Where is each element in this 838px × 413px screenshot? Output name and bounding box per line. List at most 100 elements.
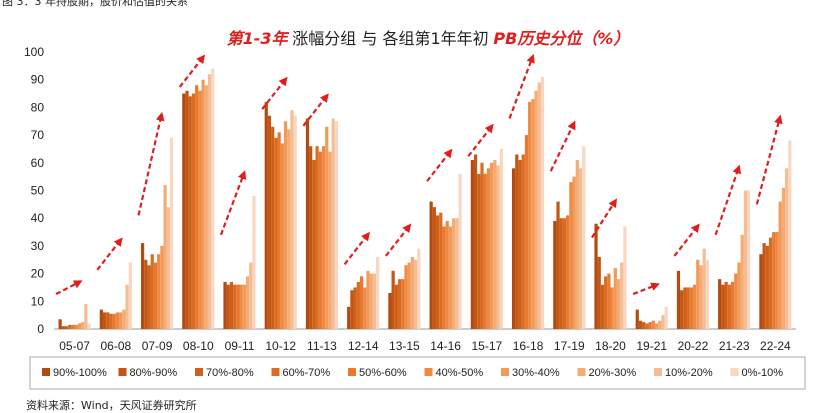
bar	[280, 143, 284, 329]
bar	[334, 121, 339, 329]
bar	[686, 287, 690, 329]
legend-label: 70%-80%	[206, 367, 254, 379]
bar	[388, 292, 392, 329]
bar	[724, 281, 728, 329]
legend-label: 40%-50%	[436, 367, 484, 379]
y-tick-label: 100	[24, 45, 44, 59]
x-tick-label: 08-10	[183, 339, 214, 353]
bar	[68, 324, 72, 329]
bar	[391, 270, 395, 329]
x-tick-label: 20-22	[678, 339, 709, 353]
trend-arrow	[302, 93, 329, 127]
x-tick-label: 22-24	[760, 339, 791, 353]
bar	[128, 262, 132, 329]
legend-label: 80%-90%	[130, 367, 178, 379]
bar	[762, 243, 766, 329]
bar	[122, 309, 126, 329]
bar	[150, 254, 154, 329]
bar	[607, 273, 611, 329]
bar	[401, 279, 405, 329]
trend-arrow	[714, 164, 742, 236]
trend-arrow	[426, 148, 453, 182]
bar	[394, 284, 398, 329]
x-tick-label: 11-13	[307, 339, 337, 353]
legend: 90%-100% 80%-90% 70%-80% 60%-70% 50%-60% 40%-…	[42, 367, 783, 379]
bar	[705, 259, 710, 329]
bar	[778, 201, 782, 329]
bar	[718, 279, 722, 329]
bar	[578, 168, 583, 329]
bar	[414, 259, 418, 329]
legend-swatch	[195, 368, 203, 376]
bar	[648, 322, 652, 329]
trend-arrow	[137, 111, 165, 216]
legend-label: 60%-70%	[283, 367, 331, 379]
bar	[249, 262, 253, 329]
bar	[730, 281, 735, 329]
bar	[106, 312, 110, 329]
bar	[429, 201, 433, 329]
y-tick-label: 60	[31, 156, 45, 170]
bar	[287, 129, 291, 329]
bar	[661, 315, 665, 329]
figure-caption: 图 3：3 年持股期，股价和估值的关系	[2, 0, 188, 8]
bar	[397, 279, 402, 329]
x-tick-label: 21-23	[719, 339, 750, 353]
legend-box	[29, 356, 806, 390]
bar	[312, 160, 316, 329]
bar	[531, 99, 535, 329]
legend-swatch	[42, 368, 50, 376]
bar	[147, 265, 151, 329]
trend-arrow	[673, 223, 700, 257]
bar	[407, 262, 411, 329]
bar	[470, 160, 474, 329]
trend-arrows	[55, 53, 783, 296]
bar	[321, 146, 326, 329]
bar	[616, 279, 621, 329]
bar	[490, 162, 494, 329]
bar	[71, 324, 75, 329]
bar	[638, 320, 643, 329]
bar	[211, 68, 215, 330]
bar	[582, 146, 586, 329]
bar	[772, 232, 776, 329]
bar	[569, 182, 573, 329]
bar	[445, 220, 449, 329]
bar	[759, 254, 763, 329]
bar	[537, 82, 541, 329]
bar	[410, 256, 415, 329]
bar	[74, 324, 78, 329]
x-tick-label: 18-20	[595, 339, 626, 353]
bar	[267, 115, 272, 330]
bar	[163, 184, 167, 329]
legend-swatch	[501, 368, 509, 376]
bar	[188, 96, 192, 329]
title-text: 涨幅分组 与 各组第1年年初	[292, 29, 488, 48]
x-tick-label: 16-18	[513, 339, 544, 353]
trend-arrow	[55, 280, 83, 295]
bar	[185, 90, 189, 329]
bar	[727, 284, 731, 329]
y-axis: 0 10 20 30 40 50 60 70 80 90 100	[24, 45, 44, 336]
bar	[442, 226, 446, 329]
bar	[702, 248, 706, 329]
bar	[325, 126, 329, 329]
legend-label: 20%-30%	[589, 367, 637, 379]
bar	[775, 232, 779, 329]
bar	[676, 270, 681, 329]
bar	[356, 281, 360, 329]
bar	[528, 101, 532, 329]
bar	[328, 151, 332, 329]
trend-arrow	[96, 237, 123, 271]
bar	[226, 284, 230, 329]
legend-swatch	[730, 368, 739, 376]
bar	[435, 215, 440, 329]
bar	[781, 187, 786, 329]
bar	[160, 245, 164, 329]
bar	[642, 322, 646, 329]
bar	[201, 79, 205, 329]
bar	[620, 262, 624, 329]
bar	[112, 313, 116, 329]
bar	[81, 322, 85, 329]
bar	[61, 326, 65, 329]
